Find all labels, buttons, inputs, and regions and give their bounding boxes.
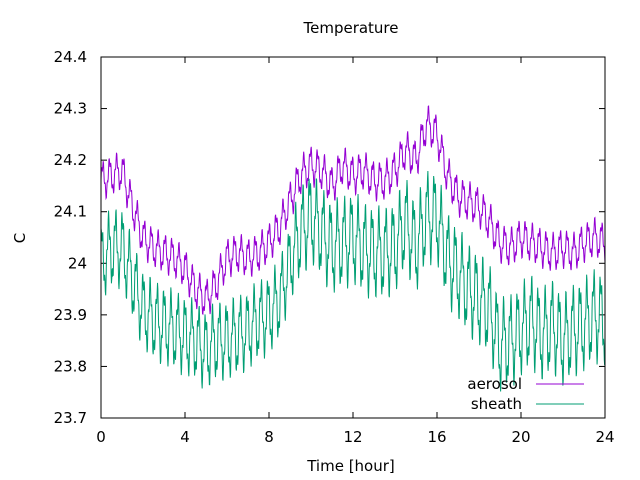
series-line-sheath xyxy=(100,171,606,392)
x-tick-label: 24 xyxy=(595,428,614,446)
legend-label-sheath: sheath xyxy=(471,395,522,413)
y-tick-label: 23.8 xyxy=(54,357,87,375)
y-tick-label: 23.7 xyxy=(54,409,87,427)
x-tick-label: 4 xyxy=(180,428,190,446)
x-tick-label: 8 xyxy=(264,428,274,446)
series-line-aerosol xyxy=(100,105,606,316)
y-axis-label: C xyxy=(11,233,29,243)
series-lines xyxy=(100,105,606,392)
chart-title: Temperature xyxy=(302,19,398,37)
y-tick-label: 24 xyxy=(68,254,87,272)
y-tick-label: 24.4 xyxy=(54,48,87,66)
plot-frame xyxy=(100,56,606,419)
y-tick-label: 24.3 xyxy=(54,100,87,118)
y-tick-label: 24.2 xyxy=(54,151,87,169)
x-axis-label: Time [hour] xyxy=(306,457,395,475)
x-axis-ticks: 0 4 8 12 16 20 24 xyxy=(96,57,615,446)
legend: aerosol sheath xyxy=(467,375,584,413)
legend-label-aerosol: aerosol xyxy=(467,375,522,393)
x-tick-label: 20 xyxy=(511,428,530,446)
x-tick-label: 16 xyxy=(427,428,446,446)
x-tick-label: 0 xyxy=(96,428,106,446)
y-tick-label: 24.1 xyxy=(54,203,87,221)
x-tick-label: 12 xyxy=(343,428,362,446)
y-tick-label: 23.9 xyxy=(54,306,87,324)
